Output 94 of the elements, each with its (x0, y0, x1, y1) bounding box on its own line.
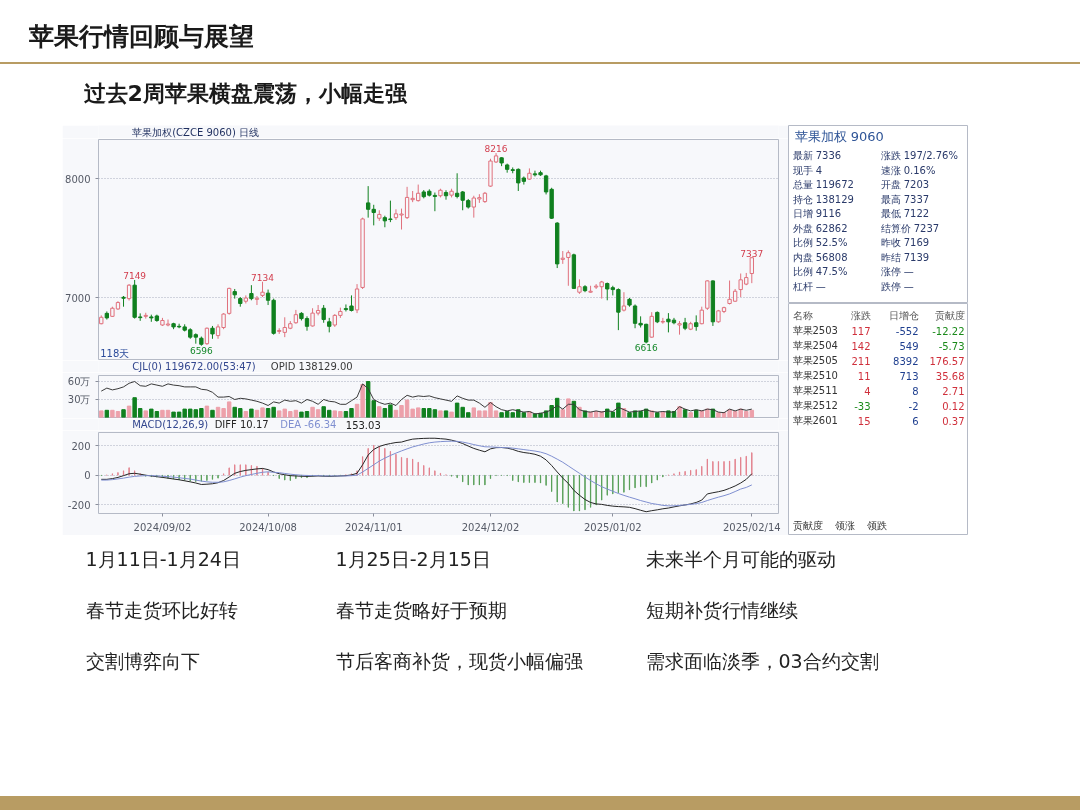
category-label: 苹果2601 (792, 415, 838, 426)
text: 过去2周苹果横盘震荡，小幅走强 (82, 81, 408, 106)
annotation: 7149 (123, 270, 147, 281)
text: 211 (851, 355, 871, 367)
text: 春节走货略好于预期 (335, 598, 507, 621)
text: 交割博弈向下 (85, 649, 200, 672)
text: 15 (857, 415, 871, 427)
annotation: 6596 (189, 345, 214, 356)
text: -12.22 (932, 325, 965, 337)
text: -2 (908, 400, 919, 412)
x-tick-label: 2025/02/14 (722, 521, 781, 533)
text: 领涨 (834, 520, 855, 531)
text: MACD(12,26,9) (132, 419, 209, 430)
y-tick-label: 30万 (67, 394, 91, 405)
text: 开盘 7203 (880, 179, 930, 190)
category-label: 苹果2511 (792, 385, 838, 396)
series-label: OPID 138129.00 (270, 361, 353, 372)
text: 11 (857, 370, 871, 382)
text: 35.68 (935, 370, 965, 382)
annotation: 8216 (484, 144, 508, 155)
y-tick-label: -200 (67, 499, 91, 511)
text: 1月11日-1月24日 (85, 547, 241, 570)
y-tick-label: 60万 (67, 376, 91, 387)
text: 8392 (893, 355, 919, 367)
text: 苹果加权 9060 (794, 129, 884, 144)
text: 持仓 138129 (792, 193, 854, 205)
text: 日增 9116 (792, 208, 842, 219)
chart-title: 苹果加权(CZCE 9060) 日线 (132, 126, 259, 138)
category-label: 苹果2512 (792, 400, 838, 411)
text: 未来半个月可能的驱动 (645, 547, 836, 570)
text: 142 (851, 340, 871, 352)
text: 0.12 (942, 400, 965, 412)
text: 速涨 0.16% (880, 164, 936, 176)
text: -5.73 (938, 340, 965, 352)
text: 最高 7337 (880, 193, 930, 205)
text: 总量 119672 (791, 179, 854, 190)
text: 节后客商补货，现货小幅偏强 (335, 649, 583, 672)
text: 昨收 7169 (880, 237, 930, 248)
text: CJL(0) 119672.00(53:47) (132, 361, 256, 372)
y-tick-label: 200 (71, 440, 91, 452)
text: 涨停 — (880, 266, 914, 277)
x-tick-label: 2024/12/02 (461, 521, 520, 533)
category-label: 名称 (792, 310, 813, 321)
annotation: 118天 (100, 347, 130, 359)
text: 外盘 62862 (792, 222, 848, 234)
text: 1月25日-2月15日 (335, 547, 491, 570)
text: 0.37 (942, 415, 965, 427)
text: 涨跌 197/2.76% (880, 150, 958, 161)
annotation: 6616 (634, 343, 658, 354)
text: 内盘 56808 (792, 251, 848, 263)
x-tick-label: 2024/09/02 (133, 521, 192, 533)
text: -552 (895, 325, 919, 337)
category-label: 贡献度 (934, 310, 965, 321)
text: 153.03 (345, 419, 381, 431)
category-label: 苹果2503 (792, 325, 838, 336)
text: 549 (899, 340, 919, 352)
text: 短期补货行情继续 (645, 598, 798, 621)
text: 4 (864, 385, 871, 397)
text: 713 (899, 370, 919, 382)
text: 需求面临淡季，03合约交割 (645, 649, 879, 672)
x-tick-label: 2025/01/02 (583, 521, 642, 533)
text: 8 (912, 385, 919, 397)
category-label: 苹果2510 (792, 370, 838, 381)
text: DEA -66.34 (280, 419, 337, 430)
text: 领跌 (866, 520, 887, 531)
text: 117 (851, 325, 871, 337)
category-label: 涨跌 (850, 310, 871, 321)
text: 6 (912, 415, 919, 427)
x-tick-label: 2024/10/08 (239, 521, 297, 533)
text: 春节走货环比好转 (85, 598, 238, 621)
category-label: 日增仓 (888, 310, 919, 321)
text: DIFF 10.17 (214, 419, 269, 430)
category-label: 苹果2505 (792, 355, 838, 366)
text: 昨结 7139 (880, 251, 930, 263)
category-label: 苹果2504 (792, 340, 838, 351)
text: 比例 47.5% (792, 266, 848, 277)
text: 最新 7336 (792, 150, 842, 161)
text: 现手 4 (792, 164, 823, 176)
y-tick-label: 7000 (65, 292, 91, 304)
text: 比例 52.5% (792, 237, 848, 248)
text: 苹果行情回顾与展望 (27, 22, 254, 51)
text: 贡献度 (792, 520, 823, 531)
text: -33 (854, 400, 871, 412)
annotation: 7337 (740, 248, 764, 259)
x-tick-label: 2024/11/01 (344, 521, 403, 533)
text: 跌停 — (880, 280, 914, 292)
y-tick-label: 0 (84, 470, 91, 482)
y-tick-label: 8000 (65, 173, 91, 185)
annotation: 7134 (251, 272, 275, 283)
text: 结算价 7237 (880, 222, 940, 234)
text: 最低 7122 (880, 208, 930, 219)
text: 2.71 (942, 385, 965, 397)
text: 176.57 (929, 355, 965, 367)
text: 杠杆 — (791, 280, 826, 292)
